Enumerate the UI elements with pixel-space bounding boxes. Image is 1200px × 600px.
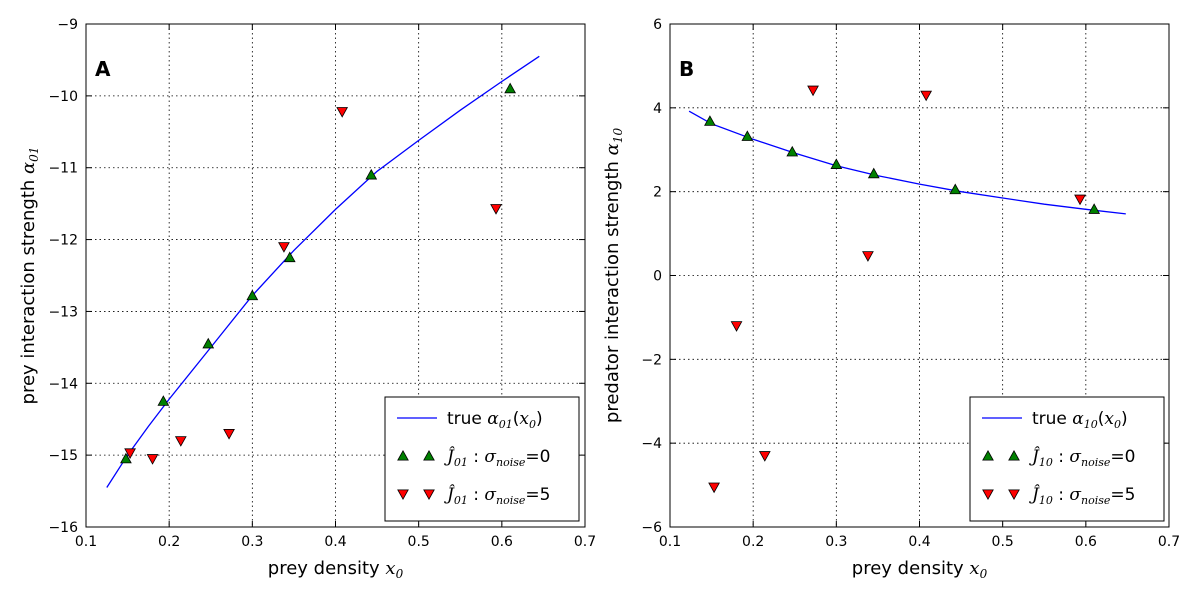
legend: true α10(x0) Ĵ10 : σnoise=0 Ĵ10 : σnoise=5: [969, 396, 1165, 522]
y-tick-label: −12: [48, 233, 78, 249]
estimate-point-noise0: [786, 145, 799, 157]
legend-label: Ĵ01 : σnoise=0: [444, 447, 550, 469]
estimate-point-noise0: [202, 337, 215, 349]
legend-marker-swatch: [982, 449, 994, 461]
y-tick-label: −2: [641, 352, 662, 368]
y-tick-labels: −6 −4 −2 0 2 4 6: [641, 17, 662, 536]
estimate-point-noise0: [741, 130, 754, 141]
estimate-point-noise0: [157, 395, 170, 406]
estimate-point-noise0: [120, 452, 132, 464]
x-axis-label: prey density x0: [268, 558, 404, 581]
estimate-point-noise5: [124, 448, 136, 460]
x-tick-label: 0.3: [825, 534, 847, 550]
estimate-point-noise0: [283, 251, 296, 263]
panel-a: 0.1 0.2 0.3 0.4 0.5 0.6 0.7 −16 −15 −14 −13 −12 −11…: [18, 17, 596, 581]
y-tick-label: −6: [641, 520, 662, 536]
estimate-point-noise5: [146, 454, 159, 465]
y-tick-label: −4: [641, 436, 662, 452]
estimate-point-noise5: [730, 321, 743, 332]
estimate-point-noise0: [830, 158, 843, 169]
y-tick-label: −14: [48, 376, 78, 392]
estimate-point-noise5: [490, 204, 502, 215]
x-tick-labels: 0.1 0.2 0.3 0.4 0.5 0.6 0.7: [75, 534, 596, 550]
y-tick-labels: −16 −15 −14 −13 −12 −11 −10 −9: [48, 17, 78, 536]
estimate-point-noise5: [223, 429, 235, 440]
series-layer: [106, 55, 540, 488]
plot-frame: [85, 23, 586, 528]
estimate-point-noise5: [174, 436, 187, 447]
estimate-point-noise5: [1074, 194, 1086, 206]
legend-marker-swatch: [1008, 449, 1020, 461]
estimate-point-noise5: [862, 251, 874, 262]
x-tick-label: 0.7: [574, 534, 596, 550]
legend-label: Ĵ10 : σnoise=5: [1029, 485, 1135, 507]
legend-marker-swatch: [1008, 489, 1020, 501]
legend-label: Ĵ01 : σnoise=5: [444, 485, 550, 507]
x-tick-label: 0.3: [241, 534, 263, 550]
x-tick-label: 0.5: [408, 534, 430, 550]
estimate-point-noise5: [758, 451, 771, 462]
panel-label: A: [95, 57, 111, 81]
y-tick-label: 2: [653, 185, 662, 201]
legend-label: true α10(x0): [1032, 409, 1128, 431]
y-tick-label: −16: [48, 520, 78, 536]
y-tick-label: 4: [653, 101, 662, 117]
y-axis-label: predator interaction strength α10: [602, 128, 625, 424]
x-tick-label: 0.2: [742, 534, 764, 550]
estimate-point-noise0: [867, 167, 880, 179]
x-tick-label: 0.2: [158, 534, 180, 550]
y-tick-label: −9: [57, 17, 78, 33]
x-tick-label: 0.4: [908, 534, 930, 550]
series-layer: [688, 85, 1126, 494]
y-tick-label: 6: [653, 17, 662, 33]
legend-marker-swatch: [423, 489, 435, 501]
y-tick-label: −10: [48, 89, 78, 105]
legend-marker-swatch: [982, 489, 994, 501]
legend-label: true α01(x0): [447, 409, 543, 431]
legend: true α01(x0) Ĵ01 : σnoise=0 Ĵ01 : σnoise=5: [384, 396, 580, 522]
estimate-point-noise0: [246, 289, 259, 301]
x-tick-label: 0.5: [992, 534, 1014, 550]
x-tick-label: 0.6: [1075, 534, 1097, 550]
y-axis-label: prey interaction strength α01: [18, 147, 41, 405]
estimate-point-noise0: [504, 82, 517, 94]
panel-b: 0.1 0.2 0.3 0.4 0.5 0.6 0.7 −6 −4 −2 0 2 4 6 B prey …: [602, 17, 1180, 581]
y-tick-label: 0: [653, 269, 662, 285]
x-axis-label: prey density x0: [852, 558, 988, 581]
plot-frame: [669, 23, 1170, 528]
x-tick-label: 0.6: [491, 534, 513, 550]
estimate-point-noise0: [949, 183, 962, 195]
estimate-point-noise5: [807, 85, 819, 97]
estimate-point-noise5: [278, 242, 290, 253]
x-tick-label: 0.1: [75, 534, 97, 550]
legend-marker-swatch: [397, 489, 409, 501]
legend-marker-swatch: [397, 449, 409, 461]
x-tick-labels: 0.1 0.2 0.3 0.4 0.5 0.6 0.7: [659, 534, 1180, 550]
panel-label: B: [679, 57, 694, 81]
true-curve-line: [106, 55, 540, 488]
estimate-point-noise0: [704, 115, 716, 126]
x-tick-label: 0.4: [324, 534, 346, 550]
estimate-point-noise5: [336, 107, 349, 118]
estimate-point-noise5: [708, 482, 720, 494]
x-tick-label: 0.1: [659, 534, 681, 550]
x-tick-label: 0.7: [1158, 534, 1180, 550]
estimate-point-noise0: [365, 168, 378, 180]
legend-marker-swatch: [423, 449, 435, 461]
true-curve-line: [688, 110, 1126, 215]
y-tick-label: −11: [48, 161, 78, 177]
y-tick-label: −13: [48, 304, 78, 320]
y-tick-label: −15: [48, 448, 78, 464]
legend-label: Ĵ10 : σnoise=0: [1029, 447, 1135, 469]
estimate-point-noise0: [1088, 203, 1101, 214]
estimate-point-noise5: [920, 90, 933, 102]
